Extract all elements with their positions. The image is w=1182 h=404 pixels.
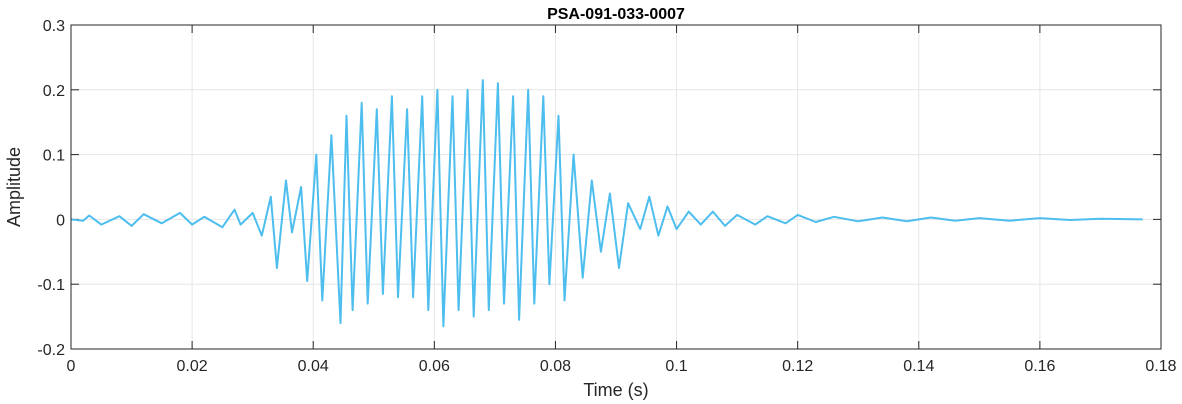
y-tick-label: 0.2 — [43, 83, 65, 100]
x-tick-labels: 0 0.02 0.04 0.06 0.08 0.1 0.12 0.14 0.16 0.18 — [67, 358, 1177, 375]
y-tick-label: -0.2 — [37, 342, 65, 359]
chart-title: PSA-091-033-0007 — [547, 6, 685, 23]
x-tick-label: 0.02 — [177, 358, 208, 375]
x-tick-label: 0.16 — [1024, 358, 1055, 375]
x-tick-label: 0.18 — [1145, 358, 1176, 375]
series-layer — [70, 79, 1143, 328]
x-tick-label: 0 — [67, 358, 76, 375]
plot-area — [71, 25, 1161, 349]
x-axis-label: Time (s) — [583, 380, 648, 400]
y-tick-label: 0.1 — [43, 148, 65, 165]
y-tick-label: 0 — [56, 212, 65, 229]
x-tick-label: 0.08 — [540, 358, 571, 375]
x-tick-label: 0.06 — [419, 358, 450, 375]
y-tick-labels: -0.2 -0.1 0 0.1 0.2 0.3 — [37, 18, 65, 359]
x-tick-label: 0.12 — [782, 358, 813, 375]
x-tick-label: 0.1 — [665, 358, 687, 375]
plot-frame — [70, 24, 1162, 350]
y-tick-label: -0.1 — [37, 277, 65, 294]
waveform-line — [70, 79, 1143, 328]
y-tick-label: 0.3 — [43, 18, 65, 35]
y-axis-label: Amplitude — [4, 147, 24, 227]
x-tick-label: 0.14 — [903, 358, 934, 375]
x-tick-label: 0.04 — [298, 358, 329, 375]
